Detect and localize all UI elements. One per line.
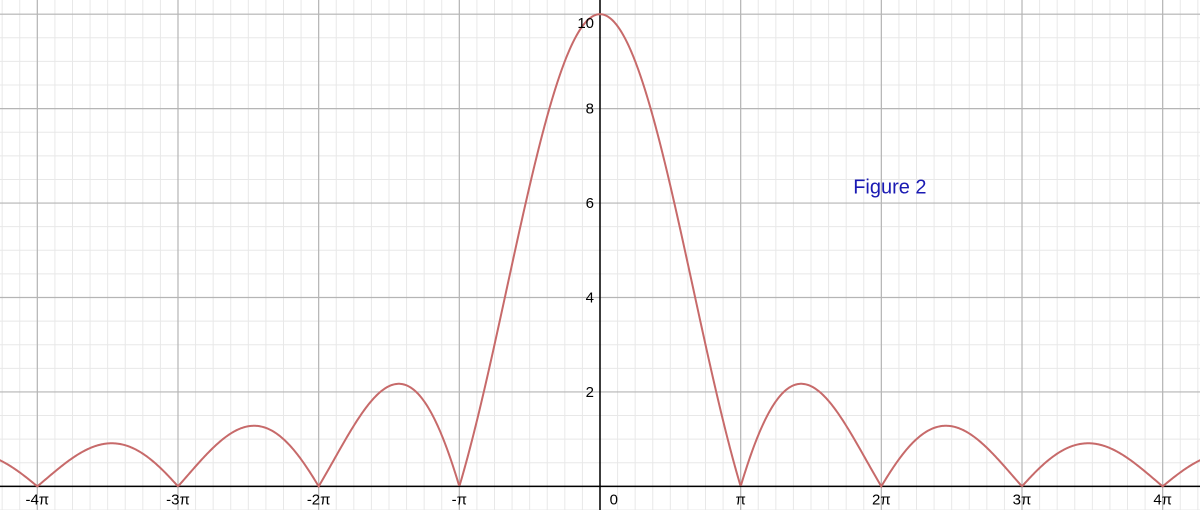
x-tick-label: -π bbox=[452, 491, 467, 508]
x-tick-label: 4π bbox=[1153, 491, 1172, 508]
x-tick-label: 2π bbox=[872, 491, 891, 508]
y-tick-label: 6 bbox=[586, 195, 594, 212]
figure-label: Figure 2 bbox=[853, 177, 926, 199]
origin-label: 0 bbox=[610, 491, 618, 508]
x-tick-label: -3π bbox=[166, 491, 190, 508]
y-tick-label: 10 bbox=[577, 15, 594, 32]
y-tick-label: 8 bbox=[586, 101, 594, 118]
chart-container: -4π -3π -2π -π π 2π 3π 4π 0 2 4 6 8 10 Figure 2 bbox=[0, 0, 1200, 510]
sinc-chart: -4π -3π -2π -π π 2π 3π 4π 0 2 4 6 8 10 Figure 2 bbox=[0, 0, 1200, 510]
y-tick-label: 2 bbox=[586, 384, 594, 401]
x-tick-label: -2π bbox=[307, 491, 331, 508]
y-tick-label: 4 bbox=[586, 290, 594, 307]
x-tick-label: 3π bbox=[1013, 491, 1032, 508]
x-tick-label: π bbox=[735, 491, 745, 508]
x-tick-label: -4π bbox=[25, 491, 49, 508]
